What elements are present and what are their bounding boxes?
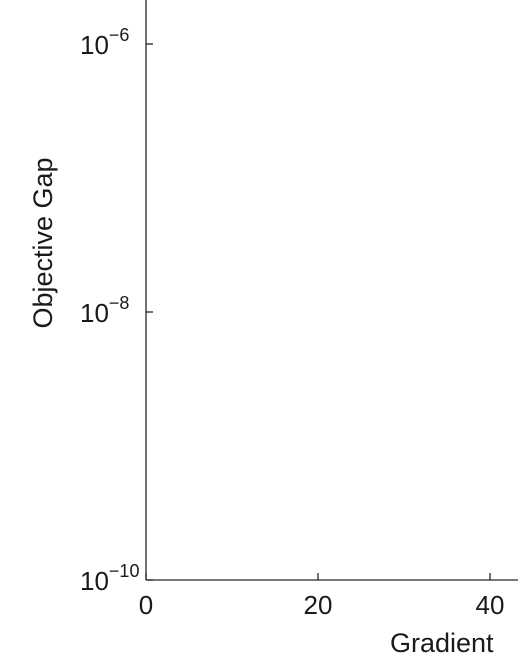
y-tick-label: 10−10: [80, 561, 139, 596]
axes: [145, 0, 518, 581]
x-axis-label: Gradient: [390, 628, 494, 658]
y-tick-label: 10−8: [80, 293, 129, 328]
tick-marks: [145, 43, 491, 581]
y-axis-label: Objective Gap: [28, 157, 58, 328]
x-tick-label: 40: [476, 590, 505, 620]
x-tick-label: 20: [304, 590, 333, 620]
y-tick-label: 10−6: [80, 25, 129, 60]
x-tick-label: 0: [139, 590, 153, 620]
